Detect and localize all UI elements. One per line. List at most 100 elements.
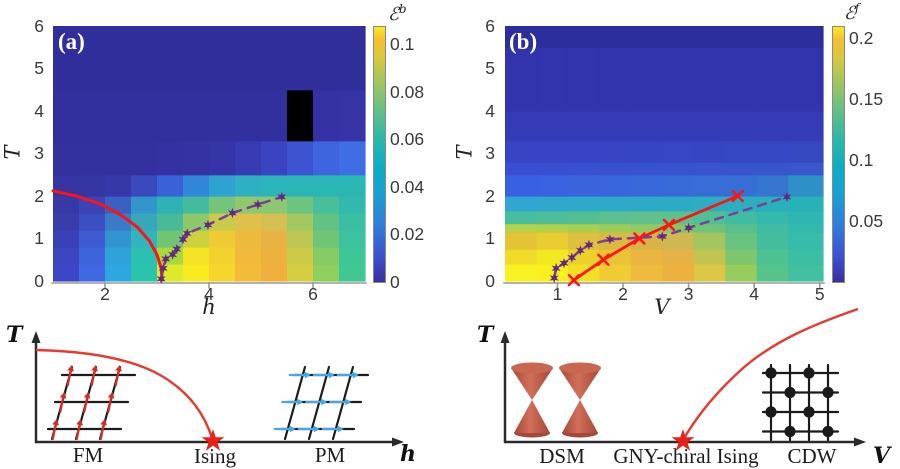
T-axis-head xyxy=(500,331,510,343)
heatmap-cell xyxy=(788,111,824,142)
entanglement-peak-line-marker xyxy=(575,245,585,256)
heatmap-cell xyxy=(630,223,663,233)
heatmap-cell xyxy=(693,196,726,212)
cone-upper xyxy=(511,368,553,400)
panel-b-xlabel: V xyxy=(654,295,670,319)
heatmap-cell xyxy=(235,89,262,142)
heatmap-cell xyxy=(662,174,695,197)
heatmap-cell xyxy=(131,213,158,231)
entanglement-peak-line-marker xyxy=(172,243,182,255)
heatmap-cell xyxy=(79,213,106,231)
heatmap-cell xyxy=(725,210,758,225)
heatmap-cell xyxy=(788,232,824,250)
heatmap-cell xyxy=(599,47,632,112)
entanglement-peak-line-marker xyxy=(567,252,577,263)
heatmap-cell xyxy=(630,26,663,48)
heatmap-cell xyxy=(313,89,340,142)
dirac-cone-icon xyxy=(511,362,553,438)
diagram-right-ylabel: T xyxy=(477,322,494,348)
cdw-phase-boundary-curve xyxy=(681,307,859,441)
heatmap-cell xyxy=(662,210,695,225)
heatmap-cell xyxy=(662,264,695,282)
spin-up-arrow-head xyxy=(91,365,98,372)
heatmap-cell xyxy=(157,230,184,248)
cdw-site-dot xyxy=(784,425,796,438)
heatmap-cell xyxy=(788,249,824,265)
heatmap-cell xyxy=(131,264,158,282)
heatmap-cell xyxy=(630,196,663,212)
entanglement-peak-line-marker xyxy=(684,222,694,234)
phase-label-gny-chiral-ising: GNY-chiral Ising xyxy=(613,444,759,468)
spin-up-arrow xyxy=(90,369,96,387)
heatmap-cell xyxy=(105,26,132,91)
heatmap-cell xyxy=(261,213,288,231)
heatmap-cell xyxy=(505,162,538,176)
heatmap-cell xyxy=(339,247,366,265)
heatmap-cell xyxy=(725,47,758,112)
heatmap-cell xyxy=(725,264,758,282)
phase-label-ising: Ising xyxy=(194,444,236,468)
heatmap-cell xyxy=(157,89,184,142)
heatmap-cell xyxy=(630,47,663,112)
y-tick-label: 0 xyxy=(34,270,44,291)
V-axis-head xyxy=(854,437,866,447)
heatmap-cell xyxy=(209,247,236,265)
heatmap-cell xyxy=(287,247,314,265)
entanglement-peak-line-marker xyxy=(605,234,615,245)
x-tick-label: 6 xyxy=(308,284,318,304)
x-tick-label: 4 xyxy=(204,284,214,304)
heatmap-cell xyxy=(235,26,262,91)
heatmap-cell xyxy=(536,174,569,197)
colorbar-superscript: b xyxy=(398,2,407,16)
heatmap-cell xyxy=(339,230,366,248)
heatmap-cell xyxy=(105,89,132,142)
heatmap-cell xyxy=(339,174,366,197)
phase-label-cdw: CDW xyxy=(787,444,837,468)
cdw-site-dot xyxy=(765,367,777,379)
entanglement-peak-line-marker xyxy=(158,263,168,274)
heatmap-cell xyxy=(183,264,210,282)
heatmap-cell xyxy=(693,174,726,197)
heatmap-cell xyxy=(536,162,569,176)
fm-phase-boundary-curve xyxy=(35,348,214,439)
heatmap-cell xyxy=(693,249,726,265)
heatmap-cell xyxy=(536,249,569,265)
cone-lower xyxy=(562,400,598,433)
ising-critical-line xyxy=(51,189,164,282)
heatmap-cell xyxy=(599,232,632,250)
heatmap-cell xyxy=(505,111,538,142)
heatmap-cell xyxy=(505,249,538,265)
heatmap-cell xyxy=(536,26,569,48)
heatmap-cell xyxy=(788,26,824,48)
heatmap-cell xyxy=(693,140,726,163)
heatmap-cell xyxy=(53,247,80,265)
heatmap-cell xyxy=(536,140,569,163)
heatmap-cell xyxy=(662,140,695,163)
spin-up-arrow xyxy=(83,396,89,414)
heatmap-cell xyxy=(662,111,695,142)
colorbar-tick-label: 0.1 xyxy=(390,34,415,55)
phase-label-dsm: DSM xyxy=(539,444,585,468)
heatmap-cell xyxy=(630,162,663,176)
heatmap-cell xyxy=(131,247,158,265)
heatmap-cell xyxy=(505,196,538,212)
heatmap-cell xyxy=(725,223,758,233)
heatmap-cell xyxy=(157,140,184,176)
y-tick-label: 0 xyxy=(485,270,495,291)
heatmap-cell xyxy=(79,174,106,197)
heatmap-cell xyxy=(662,223,695,233)
heatmap-cell xyxy=(131,196,158,214)
heatmap-cell xyxy=(630,249,663,265)
heatmap-cell xyxy=(630,174,663,197)
heatmap-cell xyxy=(599,249,632,265)
heatmap-cell xyxy=(209,26,236,91)
heatmap-cell xyxy=(313,140,340,176)
entanglement-peak-line-marker xyxy=(559,257,569,269)
spin-up-arrow xyxy=(59,396,65,414)
heatmap-cell xyxy=(157,196,184,214)
entanglement-peak-line-marker xyxy=(168,249,178,260)
heatmap-cell xyxy=(756,264,789,282)
heatmap-cell xyxy=(261,89,288,142)
y-tick-label: 2 xyxy=(34,185,44,206)
heatmap-cell xyxy=(599,210,632,225)
